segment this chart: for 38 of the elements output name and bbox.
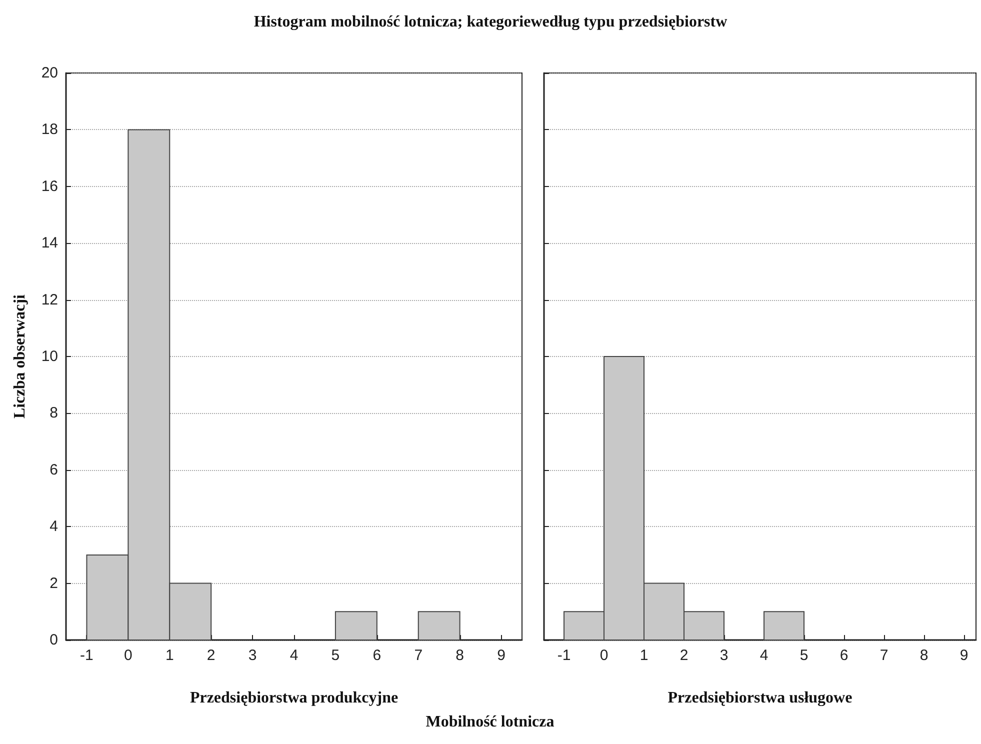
x-tick-label: 9 — [497, 647, 506, 664]
y-tick-label: 2 — [50, 574, 58, 592]
y-tick-label: 8 — [50, 404, 58, 422]
x-tick-label: 1 — [165, 647, 174, 664]
y-tick-label: 14 — [41, 234, 58, 252]
x-tick-label: 2 — [680, 647, 688, 664]
x-tick-label: 6 — [372, 647, 382, 664]
x-tick-label: -1 — [557, 647, 571, 664]
x-tick-label: 4 — [760, 647, 768, 664]
y-tick-label: 4 — [50, 518, 58, 536]
y-tick-label: 12 — [41, 291, 58, 308]
x-tick-label: -1 — [80, 647, 94, 664]
x-axis-title: Przedsiębiorstwa produkcyjne — [190, 690, 398, 706]
x-axis-title: Przedsiębiorstwa usługowe — [668, 690, 852, 706]
x-tick-label: 3 — [720, 647, 728, 664]
y-tick-label: 20 — [41, 64, 58, 82]
text: Mobilność lotnicza — [426, 714, 554, 730]
y-tick-label: 0 — [50, 632, 58, 648]
y-tick-label: 16 — [41, 178, 58, 195]
x-tick-label: 6 — [840, 647, 848, 664]
y-axis-title: Liczba obserwacji — [12, 294, 28, 418]
y-tick-label: 18 — [41, 121, 58, 138]
x-tick-label: 0 — [124, 647, 132, 664]
x-tick-label: 9 — [960, 647, 968, 664]
y-tick-label: 6 — [50, 461, 58, 478]
x-tick-label: 4 — [290, 647, 298, 664]
x-tick-label: 5 — [800, 647, 808, 664]
x-tick-label: 8 — [920, 647, 928, 664]
chart-title: Histogram mobilność lotnicza; kategoriewedług typu przedsiębiorstw — [254, 14, 728, 30]
x-tick-label: 2 — [206, 647, 216, 664]
x-tick-label: 1 — [640, 647, 648, 664]
x-tick-label: 8 — [456, 647, 464, 664]
x-tick-label: 0 — [600, 647, 608, 664]
y-tick-label: 10 — [41, 348, 58, 365]
x-tick-label: 3 — [248, 647, 257, 664]
x-tick-label: 5 — [331, 647, 340, 664]
x-tick-label: 7 — [414, 647, 423, 664]
x-tick-label: 7 — [880, 647, 888, 664]
